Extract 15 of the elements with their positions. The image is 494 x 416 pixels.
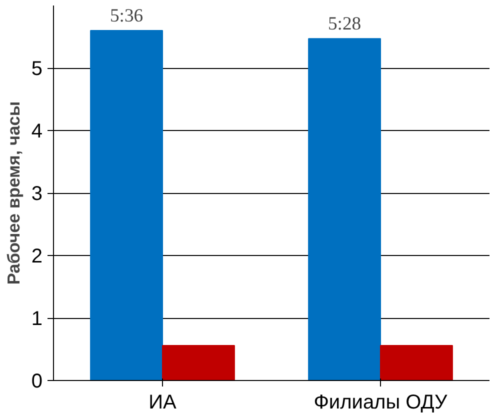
y-tick-label: 0: [31, 370, 42, 392]
y-tick-label: 1: [31, 308, 42, 330]
data-label: 5:36: [110, 6, 144, 26]
x-tick-label: Филиалы ОДУ: [314, 392, 448, 414]
y-tick-label: 3: [31, 183, 42, 205]
x-tick-label: ИА: [148, 392, 178, 414]
y-axis-title: Рабочее время, часы: [3, 101, 24, 285]
bar: [308, 38, 381, 380]
data-label: 5:28: [328, 14, 362, 35]
bar: [162, 345, 235, 380]
bar: [90, 30, 163, 380]
y-tick-label: 5: [31, 58, 42, 80]
bar: [380, 345, 453, 380]
y-tick-label: 4: [31, 120, 42, 142]
y-tick-label: 2: [31, 246, 42, 268]
